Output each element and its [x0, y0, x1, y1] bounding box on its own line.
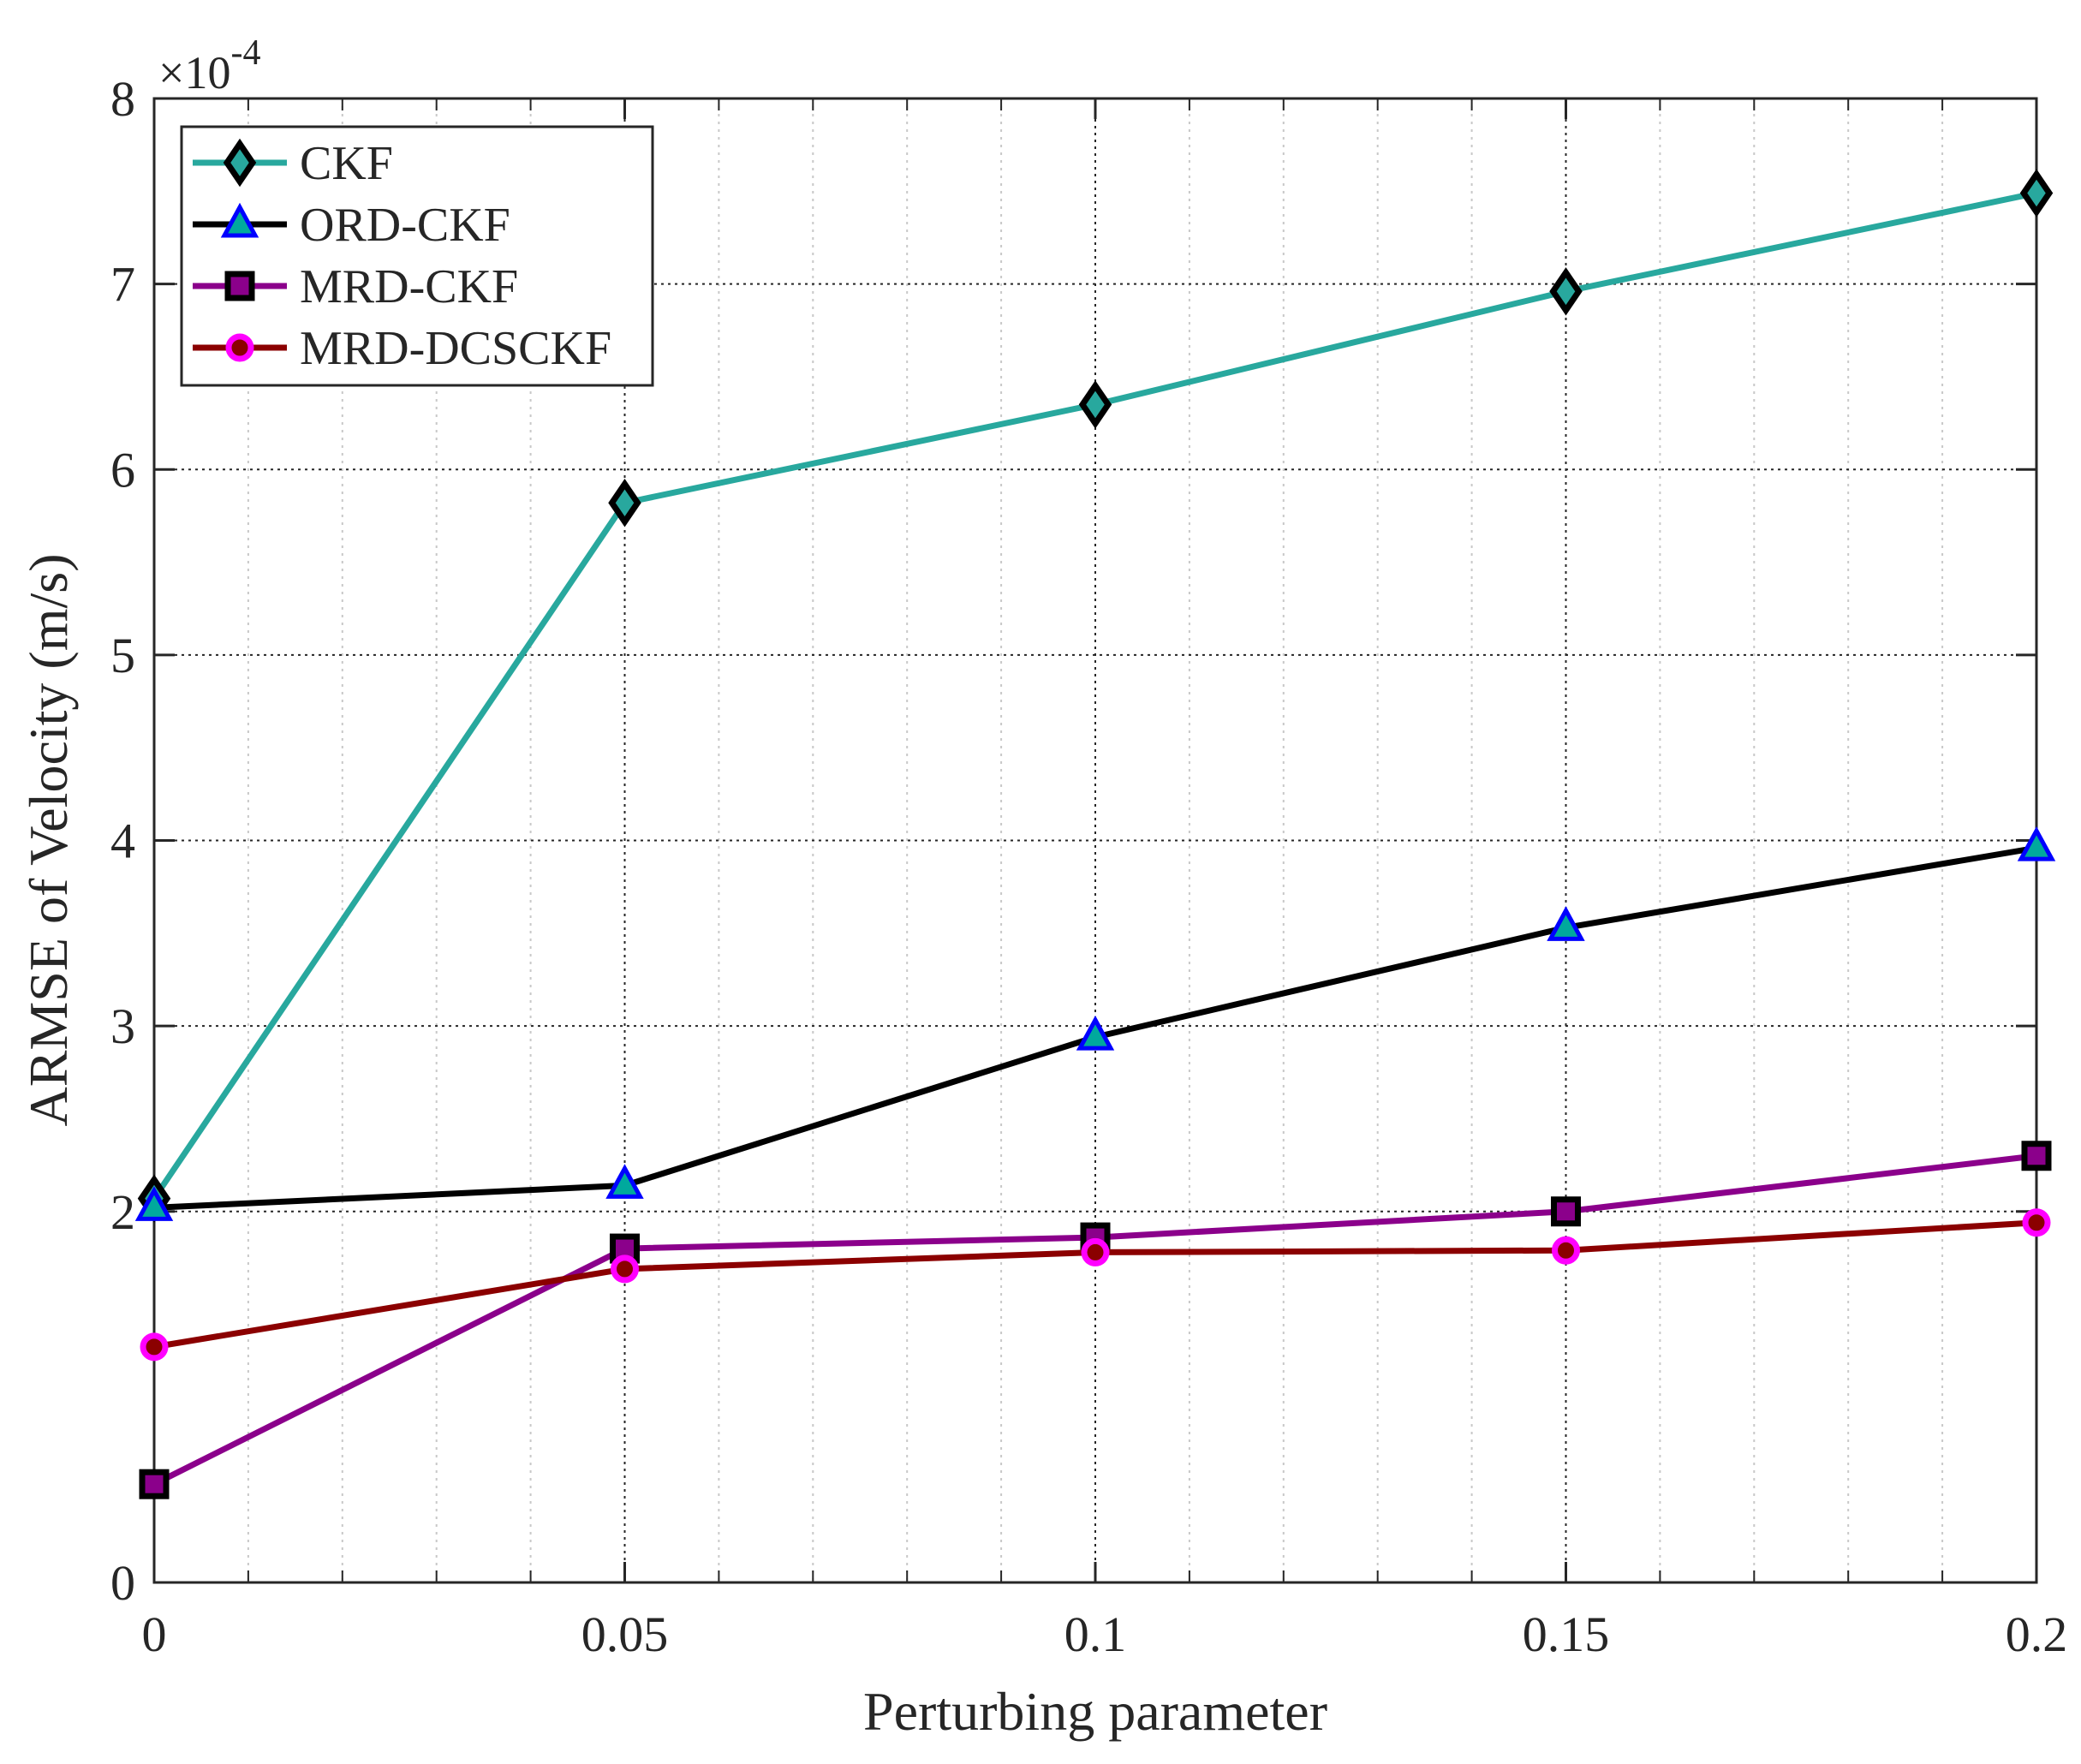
legend-label-ord-ckf: ORD-CKF [300, 199, 510, 252]
y-axis-multiplier: ×10-4 [158, 33, 260, 98]
x-axis-title: Perturbing parameter [863, 1681, 1327, 1742]
legend-marker-ckf [223, 138, 257, 188]
y-tick-label: 0 [110, 1555, 135, 1611]
y-tick-label: 7 [110, 257, 135, 313]
legend-label-ckf: CKF [300, 137, 393, 190]
point-ord-ckf [1076, 1015, 1115, 1051]
y-tick-labels: 0 2 3 4 5 6 7 8 [110, 71, 135, 1611]
legend-label-mrd-ckf: MRD-CKF [300, 260, 518, 313]
point-mrd-ckf [139, 1469, 170, 1499]
point-mrd-dcsckf [1552, 1236, 1580, 1265]
point-ckf [2019, 169, 2054, 218]
x-tick-labels: 0 0.05 0.1 0.15 0.2 [142, 1606, 2068, 1662]
y-multiplier-base: ×10 [158, 47, 230, 98]
point-ord-ckf [2017, 825, 2056, 861]
point-mrd-ckf [1551, 1196, 1581, 1227]
point-mrd-dcsckf [1081, 1237, 1110, 1266]
x-tick-label: 0 [142, 1606, 167, 1662]
x-tick-label: 0.1 [1064, 1606, 1127, 1662]
point-mrd-ckf [2021, 1141, 2052, 1171]
legend-label-mrd-dcsckf: MRD-DCSCKF [300, 322, 611, 375]
axis-ticks [152, 97, 2038, 1584]
y-axis-title: ARMSE of Velocity (m/s) [18, 553, 79, 1126]
point-ckf [608, 479, 641, 527]
point-mrd-dcsckf [2022, 1208, 2051, 1237]
legend-marker-mrd-dcsckf [225, 333, 254, 362]
point-mrd-dcsckf [140, 1332, 169, 1362]
point-ckf [1078, 380, 1112, 429]
point-ord-ckf [605, 1164, 644, 1199]
legend-marker-mrd-ckf [224, 271, 255, 301]
legend: CKF ORD-CKF MRD-CKF MRD-DCSCKF [180, 125, 654, 387]
y-tick-label: 3 [110, 998, 135, 1054]
y-tick-label: 8 [110, 71, 135, 127]
x-tick-label: 0.05 [581, 1606, 669, 1662]
y-tick-label: 5 [110, 628, 135, 683]
series-mrd-dcsckf [140, 1208, 2051, 1362]
y-tick-label: 4 [110, 813, 135, 869]
point-mrd-dcsckf [611, 1254, 639, 1284]
legend-box [180, 125, 654, 387]
series-layer [134, 169, 2056, 1499]
x-tick-label: 0.2 [2006, 1606, 2068, 1662]
legend-marker-ord-ckf [220, 202, 259, 238]
point-ord-ckf [1547, 906, 1585, 941]
series-ord-ckf [134, 825, 2056, 1221]
y-tick-label: 6 [110, 442, 135, 498]
x-tick-label: 0.15 [1523, 1606, 1610, 1662]
point-ord-ckf [134, 1186, 174, 1221]
y-multiplier-exponent: -4 [230, 33, 260, 73]
point-ckf [1549, 267, 1583, 316]
y-tick-label: 2 [110, 1184, 135, 1240]
